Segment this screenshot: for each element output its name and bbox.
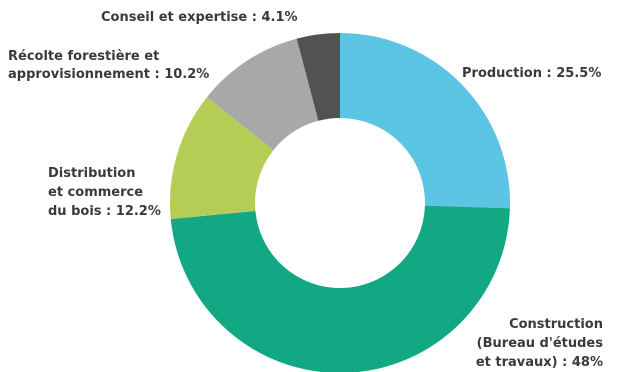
slice-label-line: Distribution [48, 166, 135, 181]
slice-label: Distribution et commerce du bois : 12.2% [48, 166, 161, 219]
slice-label: Production : 25.5% [462, 66, 601, 81]
slice-label: Construction (Bureau d'études et travaux) … [476, 317, 603, 370]
slice-label: Récolte forestière et approvisionnement :… [8, 49, 209, 82]
slice-label-line: Construction [509, 317, 603, 332]
donut-slice [170, 97, 274, 219]
slice-label: Conseil et expertise : 4.1% [101, 10, 298, 25]
slice-label-line: approvisionnement : 10.2% [8, 67, 209, 82]
slice-label-line: et travaux) : 48% [476, 355, 603, 370]
slice-label-line: Conseil et expertise : 4.1% [101, 10, 298, 25]
slice-label-line: et commerce [48, 185, 143, 200]
slice-label-line: Production : 25.5% [462, 66, 601, 81]
donut-slice [206, 38, 319, 151]
chart-slices [170, 33, 510, 372]
slice-label-line: (Bureau d'études [477, 336, 604, 351]
slice-label-line: du bois : 12.2% [48, 204, 161, 219]
donut-slice [340, 33, 510, 209]
slice-label-line: Récolte forestière et [8, 49, 159, 64]
donut-slice [296, 33, 340, 121]
donut-slice [170, 205, 510, 372]
chart-labels: Production : 25.5% Construction (Bureau d'… [8, 10, 603, 370]
